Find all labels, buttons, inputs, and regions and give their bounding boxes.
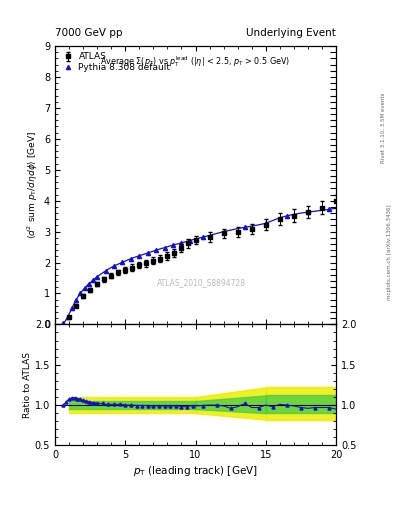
Line: Pythia 8.308 default: Pythia 8.308 default	[61, 207, 331, 325]
Pythia 8.308 default	[82, 285, 87, 291]
Pythia 8.308 default	[154, 247, 158, 253]
Text: mcplots.cern.ch [arXiv:1306.3436]: mcplots.cern.ch [arXiv:1306.3436]	[387, 205, 391, 301]
Pythia 8.308 default	[95, 274, 99, 280]
Pythia 8.308 default	[187, 238, 192, 244]
Pythia 8.308 default	[70, 305, 74, 311]
Legend: ATLAS, Pythia 8.308 default: ATLAS, Pythia 8.308 default	[59, 51, 172, 74]
Pythia 8.308 default	[179, 240, 184, 246]
Pythia 8.308 default	[145, 250, 150, 256]
Pythia 8.308 default	[120, 259, 125, 265]
Pythia 8.308 default	[171, 242, 175, 248]
Pythia 8.308 default	[327, 206, 331, 212]
Pythia 8.308 default	[74, 297, 79, 303]
Pythia 8.308 default	[112, 263, 116, 269]
Pythia 8.308 default	[78, 290, 83, 296]
Pythia 8.308 default	[137, 253, 142, 259]
Text: Underlying Event: Underlying Event	[246, 28, 336, 38]
Pythia 8.308 default	[162, 245, 167, 251]
Pythia 8.308 default	[200, 234, 205, 240]
Pythia 8.308 default	[86, 281, 91, 287]
Pythia 8.308 default	[91, 277, 95, 283]
Pythia 8.308 default	[263, 220, 268, 226]
Text: ATLAS_2010_S8894728: ATLAS_2010_S8894728	[157, 278, 246, 287]
Pythia 8.308 default	[61, 320, 66, 326]
Text: Average $\Sigma(p_\mathrm{T})$ vs $p_\mathrm{T}^\mathrm{lead}$ ($|\eta|$ < 2.5, : Average $\Sigma(p_\mathrm{T})$ vs $p_\ma…	[101, 54, 290, 69]
Pythia 8.308 default	[221, 228, 226, 234]
Pythia 8.308 default	[103, 268, 108, 274]
Pythia 8.308 default	[242, 224, 247, 230]
Y-axis label: Ratio to ATLAS: Ratio to ATLAS	[23, 352, 32, 418]
Text: 7000 GeV pp: 7000 GeV pp	[55, 28, 123, 38]
Pythia 8.308 default	[285, 213, 289, 219]
Pythia 8.308 default	[65, 314, 70, 320]
Pythia 8.308 default	[306, 209, 310, 215]
X-axis label: $p_\mathrm{T}$ (leading track) [GeV]: $p_\mathrm{T}$ (leading track) [GeV]	[133, 464, 258, 479]
Y-axis label: $\langle d^2$ sum $p_\mathrm{T}/d\eta d\phi\rangle$ [GeV]: $\langle d^2$ sum $p_\mathrm{T}/d\eta d\…	[25, 131, 40, 240]
Text: Rivet 3.1.10, 3.5M events: Rivet 3.1.10, 3.5M events	[381, 92, 386, 162]
Pythia 8.308 default	[129, 256, 133, 262]
